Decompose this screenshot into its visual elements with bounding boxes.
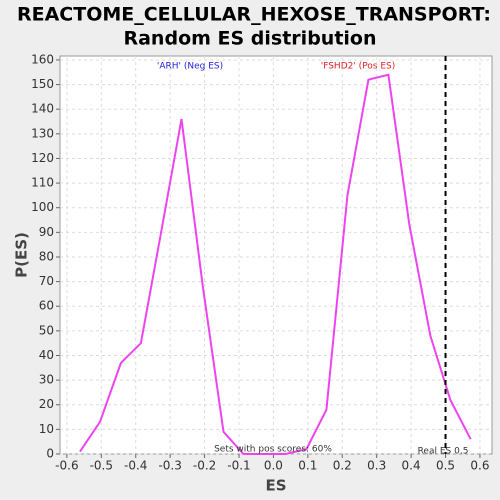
- y-tick-label: 160: [31, 52, 54, 66]
- y-tick-label: 110: [31, 176, 54, 190]
- x-tick-label: -0.1: [227, 459, 250, 473]
- y-tick-label: 100: [31, 200, 54, 214]
- plot-area: [59, 55, 493, 455]
- y-tick-label: 20: [39, 397, 54, 411]
- y-tick-label: 0: [46, 447, 54, 461]
- x-tick-label: 0.3: [367, 459, 386, 473]
- chart-subtitle: Random ES distribution: [123, 28, 376, 50]
- annotation: Sets with pos scores: 60%: [214, 445, 332, 455]
- x-tick-label: 0.1: [298, 459, 317, 473]
- y-tick-label: 140: [31, 102, 54, 116]
- y-tick-label: 40: [39, 348, 54, 362]
- y-tick-label: 80: [39, 249, 54, 263]
- y-tick-label: 150: [31, 77, 54, 91]
- y-tick-label: 60: [39, 299, 54, 313]
- es-distribution-line: [79, 73, 472, 455]
- x-tick-label: 0.0: [264, 459, 283, 473]
- x-tick-label: 0.4: [402, 459, 421, 473]
- y-tick-label: 50: [39, 323, 54, 337]
- y-tick-label: 30: [39, 373, 54, 387]
- x-tick-label: 0.5: [436, 459, 455, 473]
- x-axis-title: ES: [265, 477, 286, 495]
- x-tick-label: -0.2: [193, 459, 216, 473]
- x-tick-label: 0.6: [470, 459, 489, 473]
- x-tick-label: -0.6: [55, 459, 78, 473]
- x-tick-label: -0.5: [90, 459, 113, 473]
- y-tick-label: 10: [39, 422, 54, 436]
- y-axis-title: P(ES): [13, 232, 31, 278]
- y-tick-label: 120: [31, 151, 54, 165]
- annotation: Real ES 0.5: [418, 447, 469, 457]
- y-tick-label: 90: [39, 225, 54, 239]
- y-tick-label: 130: [31, 126, 54, 140]
- x-tick-label: 0.2: [333, 459, 352, 473]
- annotation: 'FSHD2' (Pos ES): [321, 62, 396, 72]
- x-tick-label: -0.4: [124, 459, 147, 473]
- chart-title: REACTOME_CELLULAR_HEXOSE_TRANSPORT:: [17, 4, 491, 26]
- y-tick-label: 70: [39, 274, 54, 288]
- annotation: 'ARH' (Neg ES): [157, 62, 223, 72]
- x-tick-label: -0.3: [158, 459, 181, 473]
